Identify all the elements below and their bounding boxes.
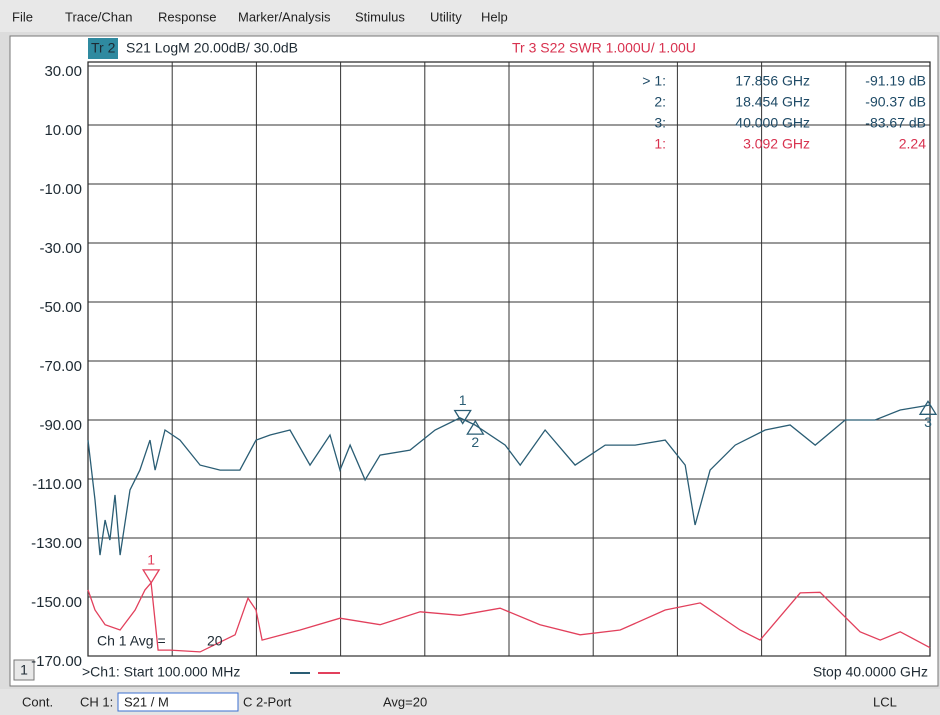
channel-box <box>13 659 35 681</box>
marker-value: -90.37 dB <box>865 94 926 110</box>
start-label: >Ch1: Start 100.000 MHz <box>82 664 240 680</box>
y-tick-label: -170.00 <box>31 653 82 670</box>
y-tick-label: -110.00 <box>32 476 82 493</box>
marker-id: > 1: <box>642 73 666 89</box>
y-tick-label: 10.00 <box>44 122 82 139</box>
menu-bar <box>0 0 940 32</box>
marker-value: -91.19 dB <box>865 73 926 89</box>
menu-item: Help <box>481 9 508 24</box>
trace <box>87 581 931 653</box>
marker-id: 1: <box>654 136 666 152</box>
trace-tag-box <box>88 38 118 59</box>
marker-triangle <box>141 569 161 585</box>
stop-label: Stop 40.0000 GHz <box>813 664 928 680</box>
status-lcl: LCL <box>873 694 897 709</box>
marker-tag: 2 <box>471 434 479 450</box>
marker-freq: 17.856 GHz <box>735 73 810 89</box>
menu-item: Stimulus <box>355 9 405 24</box>
avg-label: Ch 1 Avg = <box>97 633 166 649</box>
status-mode: Cont. <box>22 694 53 709</box>
status-avg: Avg=20 <box>383 694 427 709</box>
menu-item: Marker/Analysis <box>238 9 331 24</box>
status-meas: S21 / M <box>124 694 169 709</box>
marker-freq: 18.454 GHz <box>735 94 810 110</box>
marker-tag: 1 <box>147 552 155 568</box>
marker-freq: 40.000 GHz <box>735 115 810 131</box>
marker-value: -83.67 dB <box>865 115 926 131</box>
y-tick-label: -30.00 <box>39 240 82 257</box>
menu-item: Trace/Chan <box>65 9 132 24</box>
trace2-label: S21 LogM 20.00dB/ 30.0dB <box>126 40 298 56</box>
marker-id: 3: <box>654 115 666 131</box>
status-cal: C 2-Port <box>243 694 292 709</box>
marker-freq: 3.092 GHz <box>743 136 810 152</box>
marker-triangle <box>918 400 938 415</box>
meas-box <box>117 692 239 712</box>
y-tick-label: -70.00 <box>39 358 82 375</box>
y-tick-label: -10.00 <box>39 181 82 198</box>
channel-number: 1 <box>20 662 28 678</box>
status-ch: CH 1: <box>80 694 113 709</box>
marker-value: 2.24 <box>899 136 926 152</box>
menu-item: Response <box>158 9 217 24</box>
menu-item: File <box>12 9 33 24</box>
marker-id: 2: <box>654 94 666 110</box>
y-tick-label: -50.00 <box>39 299 82 316</box>
y-tick-label: -90.00 <box>39 417 82 434</box>
menu-item: Utility <box>430 9 462 24</box>
trace2-tag: Tr 2 <box>91 40 116 56</box>
y-tick-label: 30.00 <box>44 63 82 80</box>
marker-triangle <box>466 419 485 435</box>
marker-tag: 1 <box>459 392 467 408</box>
trace <box>87 404 931 556</box>
avg-value: 20 <box>207 633 223 649</box>
marker-triangle <box>453 409 472 425</box>
y-tick-label: -150.00 <box>31 594 82 611</box>
marker-tag: 3 <box>924 414 932 430</box>
trace3-label: Tr 3 S22 SWR 1.000U/ 1.00U <box>512 40 696 56</box>
y-tick-label: -130.00 <box>31 535 82 552</box>
